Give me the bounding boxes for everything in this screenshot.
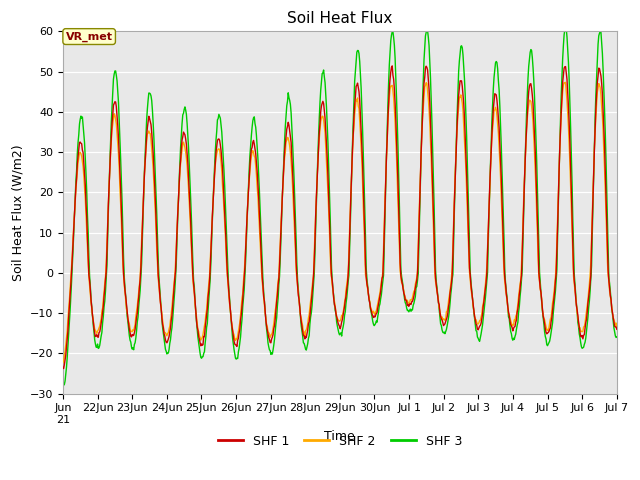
SHF 3 [613, 334, 621, 340]
SHF 1 [254, 181, 262, 187]
SHF 2 [428, 178, 436, 183]
Line: SHF 3: SHF 3 [63, 26, 617, 387]
Line: SHF 1: SHF 1 [63, 66, 617, 369]
SHF 2 [275, 278, 282, 284]
Y-axis label: Soil Heat Flux (W/m2): Soil Heat Flux (W/m2) [11, 144, 24, 281]
SHF 2 [226, 302, 234, 308]
Line: SHF 2: SHF 2 [63, 83, 617, 363]
SHF 1 [613, 326, 621, 332]
SHF 2 [253, 184, 261, 190]
Title: Soil Heat Flux: Soil Heat Flux [287, 11, 392, 26]
SHF 1 [125, 321, 132, 326]
SHF 3 [275, 295, 282, 301]
X-axis label: Time: Time [324, 431, 355, 444]
SHF 3 [59, 384, 67, 390]
SHF 3 [562, 24, 570, 29]
SHF 1 [429, 210, 437, 216]
SHF 2 [124, 315, 132, 321]
SHF 3 [124, 319, 132, 324]
SHF 3 [428, 120, 436, 125]
SHF 3 [253, 144, 261, 149]
SHF 1 [59, 364, 67, 370]
SHF 1 [227, 308, 234, 313]
SHF 2 [613, 321, 621, 326]
SHF 2 [397, 274, 404, 280]
SHF 1 [60, 366, 67, 372]
SHF 3 [226, 297, 234, 303]
SHF 1 [399, 281, 406, 287]
SHF 1 [275, 276, 283, 282]
SHF 2 [562, 80, 570, 85]
Legend: SHF 1, SHF 2, SHF 3: SHF 1, SHF 2, SHF 3 [212, 430, 467, 453]
SHF 1 [388, 63, 396, 69]
Text: VR_met: VR_met [66, 32, 113, 42]
SHF 2 [59, 360, 67, 366]
SHF 3 [397, 267, 404, 273]
